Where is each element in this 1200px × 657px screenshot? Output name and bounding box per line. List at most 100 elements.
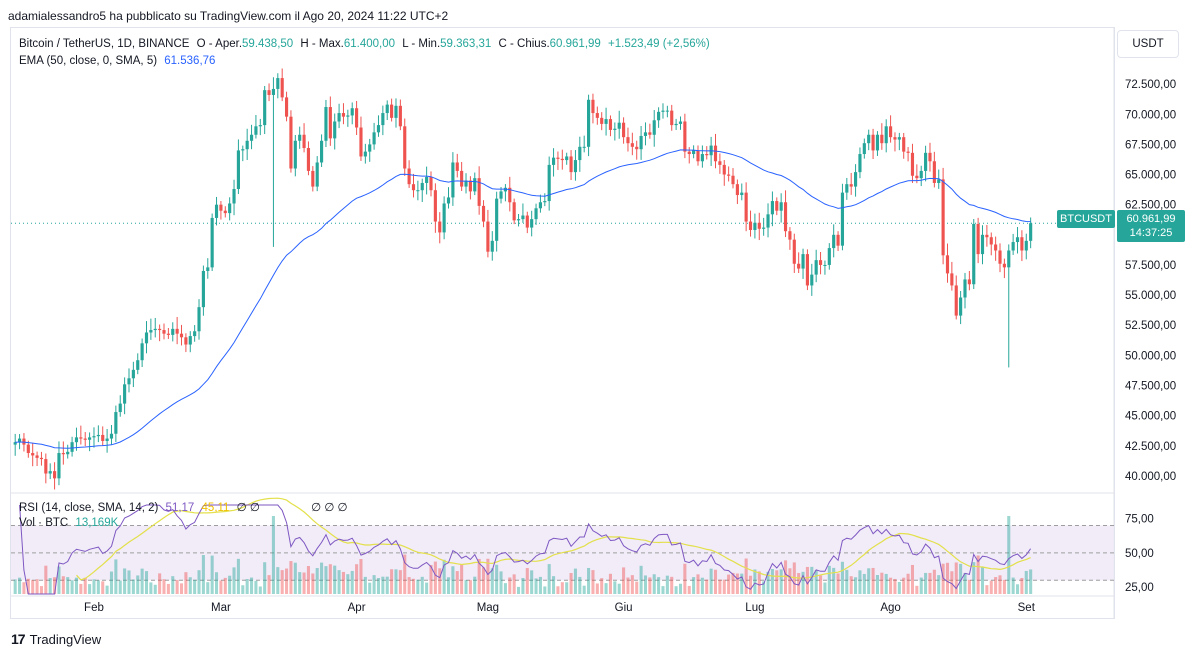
candle-body <box>429 176 433 191</box>
rsi-extra2: ∅ ∅ ∅ <box>311 502 348 514</box>
candle-body <box>188 336 192 345</box>
candle-body <box>438 221 442 233</box>
volume-bar <box>66 577 70 594</box>
volume-bar <box>219 580 223 594</box>
candle-body <box>446 197 451 204</box>
candle-body <box>350 108 354 116</box>
volume-bar <box>346 574 350 594</box>
volume-bar <box>932 569 936 594</box>
volume-bar <box>871 567 875 594</box>
candle-body <box>385 104 389 114</box>
candle-body <box>153 328 157 331</box>
candle-body <box>998 250 1002 264</box>
price-tick-label: 65.000,00 <box>1125 170 1176 182</box>
volume-bar <box>779 569 783 594</box>
candle-body <box>538 202 543 209</box>
candle-body <box>144 332 149 344</box>
candle-body <box>236 150 240 190</box>
price-tick-label: 62.500,00 <box>1125 200 1176 212</box>
candle-body <box>61 453 65 455</box>
candle-body <box>320 140 324 163</box>
candle-body <box>705 154 709 156</box>
volume-bar <box>442 559 446 594</box>
candle-body <box>442 203 446 233</box>
legend-close-label: C - Chius. <box>498 38 550 50</box>
price-tick-label: 67.500,00 <box>1125 139 1176 151</box>
volume-bar <box>285 568 289 594</box>
volume-bar <box>508 577 512 594</box>
candle-body <box>735 184 739 196</box>
candle-body <box>893 137 897 140</box>
volume-bar <box>149 582 153 594</box>
candle-body <box>1015 237 1020 243</box>
volume-bar <box>753 569 757 594</box>
last-price: 60.961,99 <box>1126 213 1176 225</box>
volume-bar <box>543 586 547 594</box>
time-tick-label: Lug <box>745 602 764 614</box>
volume-bar <box>919 577 923 594</box>
candle-body <box>836 234 840 246</box>
volume-bar <box>648 577 652 594</box>
currency-button[interactable]: USDT <box>1117 30 1179 58</box>
candle-body <box>83 438 87 440</box>
price-tick-label: 40.000,00 <box>1125 471 1176 483</box>
candle-body <box>96 434 100 437</box>
volume-bar <box>368 582 372 594</box>
rsi-ma-line <box>76 497 1031 581</box>
candle-body <box>902 137 906 152</box>
candle-body <box>985 234 989 238</box>
volume-bar <box>832 567 836 594</box>
price-tick-label: 70.000,00 <box>1125 109 1176 121</box>
volume-bar <box>994 577 998 594</box>
candle-body <box>263 90 267 126</box>
volume-bar <box>525 568 529 594</box>
candle-body <box>499 191 503 199</box>
candle-body <box>928 152 932 162</box>
volume-bar <box>735 573 739 594</box>
volume-bar <box>565 582 569 594</box>
rsi-tick-label: 25,00 <box>1125 582 1154 594</box>
volume-bar <box>875 575 879 594</box>
volume-bar <box>328 564 332 594</box>
volume-bar <box>582 585 586 594</box>
candle-body <box>635 146 639 150</box>
candle-body <box>648 132 652 135</box>
footer[interactable]: 17 TradingView <box>11 631 101 647</box>
volume-bar <box>26 578 30 594</box>
candle-body <box>241 149 245 151</box>
volume-bar <box>18 577 22 594</box>
candle-body <box>959 297 963 316</box>
volume-bar <box>341 571 345 594</box>
candle-body <box>534 208 538 220</box>
volume-bar <box>845 569 849 594</box>
volume-bar <box>258 586 262 594</box>
volume-bar <box>639 565 643 594</box>
volume-bar <box>96 580 100 594</box>
candle-body <box>333 121 337 139</box>
volume-bar <box>740 573 744 594</box>
volume-bar <box>587 567 591 594</box>
volume-bar <box>748 575 753 594</box>
volume-bar <box>425 582 429 594</box>
footer-brand: TradingView <box>29 631 102 647</box>
volume-bar <box>236 558 240 594</box>
candle-body <box>718 161 722 165</box>
candle-body <box>315 162 319 187</box>
candle-body <box>70 442 74 452</box>
volume-bar <box>179 583 184 594</box>
ema-label: EMA (50, close, 0, SMA, 5) <box>19 55 158 67</box>
volume-bar <box>788 568 792 594</box>
volume-bar <box>499 571 503 594</box>
candle-body <box>136 360 140 370</box>
volume-bar <box>372 575 376 594</box>
candle-body <box>696 150 700 162</box>
candle-body <box>109 433 114 439</box>
candle-body <box>797 263 801 269</box>
volume-bar <box>13 579 17 594</box>
volume-bar <box>854 577 858 594</box>
volume-bar <box>131 579 135 594</box>
volume-bar <box>88 584 92 594</box>
volume-bar <box>263 562 267 594</box>
volume-bar <box>44 565 48 594</box>
